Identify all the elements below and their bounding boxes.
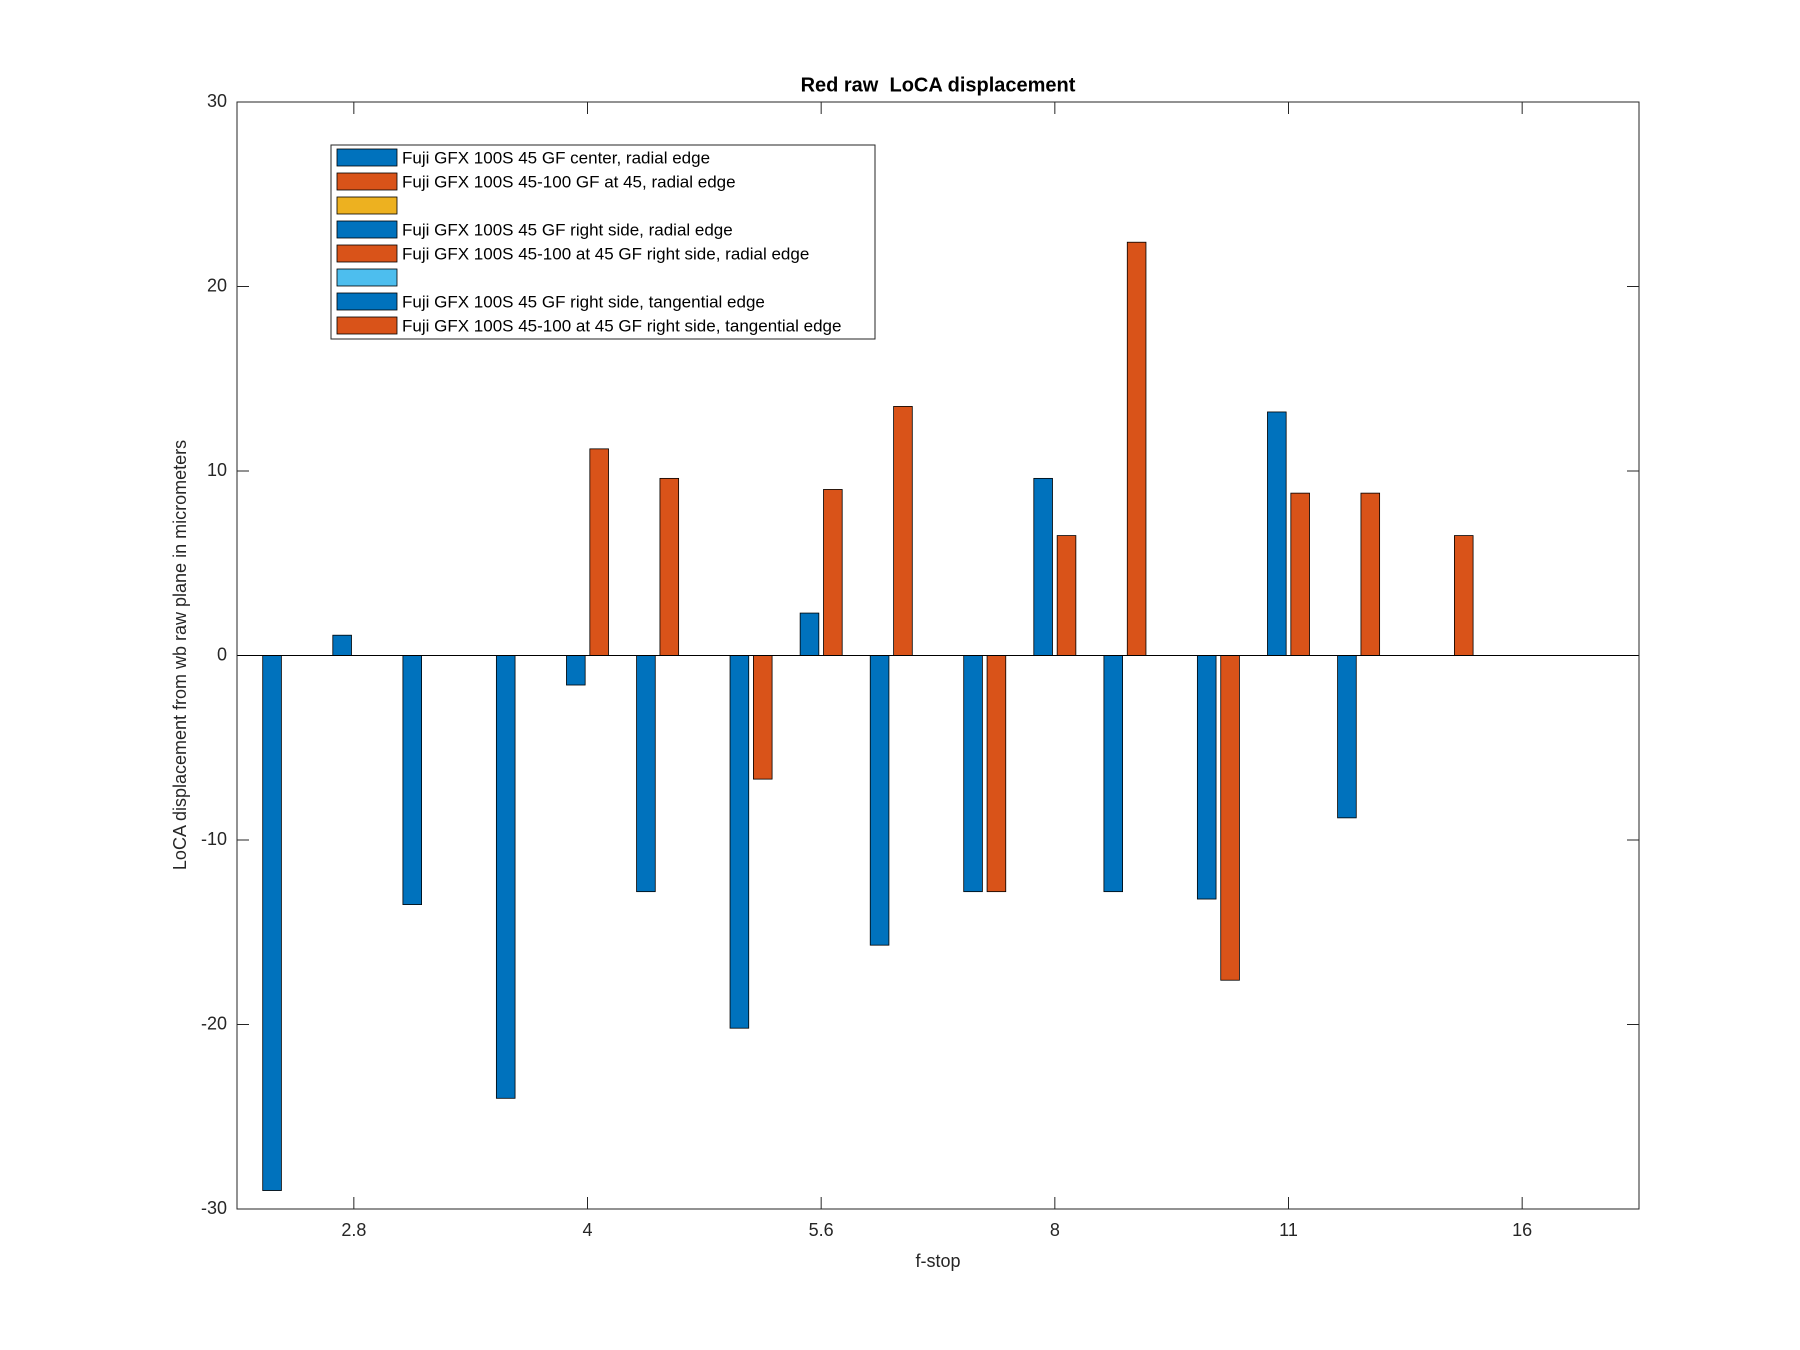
legend-swatch bbox=[336, 196, 398, 215]
x-tick-label: 11 bbox=[1279, 1220, 1298, 1240]
bar bbox=[1103, 655, 1123, 893]
bar bbox=[1454, 535, 1474, 656]
y-tick-label: -20 bbox=[201, 1013, 227, 1033]
y-tick-label: 20 bbox=[207, 275, 227, 295]
bar bbox=[1033, 477, 1053, 656]
y-axis-label: LoCA displacement from wb raw plane in m… bbox=[170, 440, 190, 870]
bar bbox=[1337, 655, 1357, 819]
bar bbox=[823, 489, 843, 656]
bar bbox=[963, 655, 983, 893]
bar bbox=[893, 406, 913, 656]
legend-label: Fuji GFX 100S 45-100 GF at 45, radial ed… bbox=[402, 172, 736, 191]
bar bbox=[589, 448, 609, 656]
bar bbox=[1360, 492, 1381, 656]
bar bbox=[1290, 492, 1310, 656]
bar bbox=[1056, 535, 1077, 656]
legend-label: Fuji GFX 100S 45 GF center, radial edge bbox=[402, 148, 710, 167]
bar bbox=[495, 655, 516, 1099]
legend-swatch bbox=[336, 244, 398, 263]
bar bbox=[729, 655, 750, 1029]
bar bbox=[753, 655, 773, 780]
y-tick-label: -10 bbox=[201, 829, 227, 849]
legend-label: Fuji GFX 100S 45-100 at 45 GF right side… bbox=[402, 316, 841, 335]
bar bbox=[1196, 655, 1217, 900]
legend-box bbox=[330, 144, 876, 340]
chart-title: Red raw LoCA displacement bbox=[801, 74, 1076, 96]
y-tick-label: 0 bbox=[217, 644, 227, 664]
legend: Fuji GFX 100S 45 GF center, radial edge F… bbox=[330, 144, 876, 340]
x-tick-label: 4 bbox=[582, 1220, 592, 1240]
y-tick-label: 30 bbox=[207, 91, 227, 111]
bar bbox=[402, 655, 422, 905]
legend-swatch bbox=[336, 148, 398, 167]
bar bbox=[1267, 411, 1287, 656]
bar bbox=[332, 634, 352, 656]
y-tick-label: 10 bbox=[207, 460, 227, 480]
axes-box bbox=[236, 101, 1640, 1210]
legend-swatch bbox=[336, 292, 398, 311]
bar bbox=[799, 612, 820, 656]
bar bbox=[1220, 655, 1240, 981]
legend-swatch bbox=[336, 220, 398, 239]
x-tick-label: 16 bbox=[1512, 1220, 1532, 1240]
legend-label: Fuji GFX 100S 45 GF right side, radial e… bbox=[402, 220, 733, 239]
bar bbox=[986, 655, 1007, 893]
bar bbox=[659, 477, 680, 656]
bar bbox=[869, 655, 890, 946]
legend-swatch bbox=[336, 316, 398, 335]
x-axis-label: f-stop bbox=[915, 1251, 960, 1271]
legend-swatch bbox=[336, 268, 398, 287]
y-tick-label: -30 bbox=[201, 1198, 227, 1218]
bar bbox=[1126, 241, 1147, 656]
legend-label: Fuji GFX 100S 45 GF right side, tangenti… bbox=[402, 292, 765, 311]
legend-label: Fuji GFX 100S 45-100 at 45 GF right side… bbox=[402, 244, 809, 263]
bar bbox=[636, 655, 656, 893]
legend-swatch bbox=[336, 172, 398, 191]
bar bbox=[262, 655, 282, 1191]
x-tick-label: 8 bbox=[1050, 1220, 1060, 1240]
bar bbox=[566, 655, 586, 686]
x-tick-label: 5.6 bbox=[809, 1220, 834, 1240]
x-tick-label: 2.8 bbox=[341, 1220, 366, 1240]
